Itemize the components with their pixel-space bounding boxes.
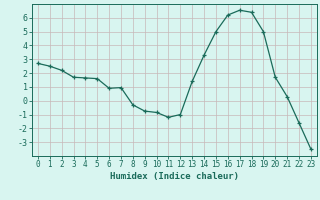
X-axis label: Humidex (Indice chaleur): Humidex (Indice chaleur) <box>110 172 239 181</box>
